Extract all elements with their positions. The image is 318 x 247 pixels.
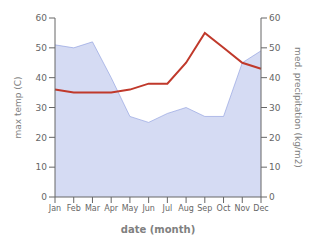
svg-text:40: 40 (36, 73, 48, 83)
svg-text:Feb: Feb (67, 204, 81, 213)
svg-text:Jun: Jun (141, 204, 155, 213)
svg-text:10: 10 (269, 162, 281, 172)
svg-text:Dec: Dec (253, 204, 268, 213)
svg-text:20: 20 (269, 133, 281, 143)
svg-text:10: 10 (36, 162, 48, 172)
svg-text:Nov: Nov (234, 204, 250, 213)
svg-text:date (month): date (month) (121, 224, 195, 235)
svg-text:0: 0 (41, 192, 47, 202)
svg-text:50: 50 (36, 43, 48, 53)
svg-text:Apr: Apr (104, 204, 119, 213)
svg-text:20: 20 (36, 133, 48, 143)
svg-text:max temp (C): max temp (C) (13, 76, 23, 138)
svg-text:40: 40 (269, 73, 281, 83)
svg-text:Jan: Jan (48, 204, 61, 213)
svg-text:0: 0 (269, 192, 275, 202)
svg-text:Aug: Aug (178, 204, 194, 213)
svg-text:30: 30 (36, 103, 48, 113)
svg-text:60: 60 (36, 13, 48, 23)
svg-text:30: 30 (269, 103, 281, 113)
svg-text:Sep: Sep (197, 204, 212, 213)
svg-text:med. precipitation (kg/m2): med. precipitation (kg/m2) (293, 47, 303, 168)
svg-text:Mar: Mar (85, 204, 101, 213)
svg-text:May: May (122, 204, 139, 213)
svg-text:Jul: Jul (162, 204, 173, 213)
svg-text:Oct: Oct (217, 204, 231, 213)
svg-text:50: 50 (269, 43, 281, 53)
svg-text:60: 60 (269, 13, 281, 23)
